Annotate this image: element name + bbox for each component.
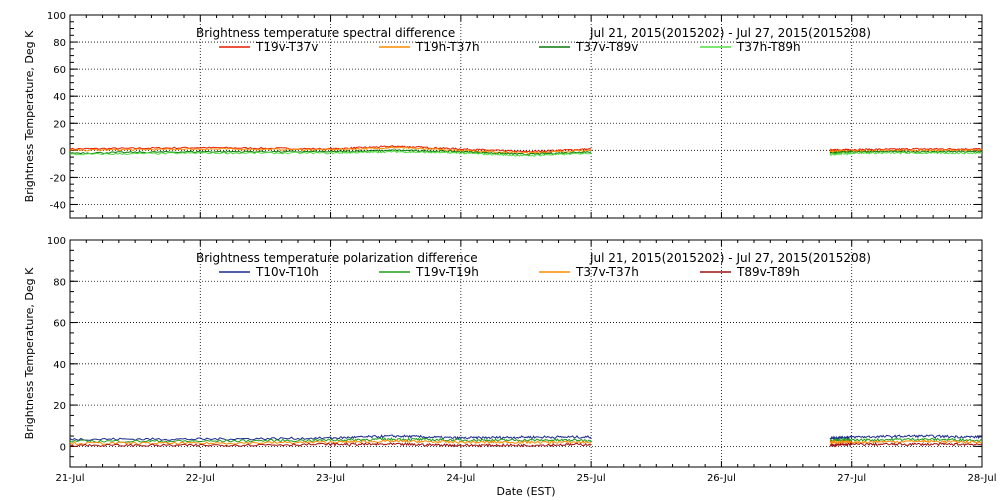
y-tick-label: 80 (53, 38, 66, 49)
x-tick-label: 27-Jul (837, 473, 866, 484)
x-tick-label: 24-Jul (446, 473, 475, 484)
y-tick-label: 40 (53, 360, 66, 371)
panel-date-range: Jul 21, 2015(2015202) - Jul 27, 2015(201… (589, 26, 871, 40)
y-tick-label: 100 (47, 236, 66, 247)
x-tick-label: 25-Jul (577, 473, 606, 484)
series-line-T19h-T37h (69, 146, 592, 155)
y-tick-label: 40 (53, 92, 66, 103)
y-tick-label: 20 (53, 401, 66, 412)
series-line-T37v-T37h (69, 439, 592, 446)
y-tick-label: 0 (60, 146, 66, 157)
y-tick-label: 60 (53, 319, 66, 330)
legend-label: T37v-T89v (575, 40, 638, 54)
series-line-T89v-T89h (829, 441, 983, 448)
y-tick-label: -20 (50, 173, 66, 184)
series-line-T10v-T10h (69, 434, 592, 441)
series-line-T19v-T19h (69, 436, 592, 444)
plot-frame (69, 14, 983, 219)
plot-frame (69, 239, 983, 468)
legend-label: T89v-T89h (736, 265, 800, 279)
y-tick-label: 0 (60, 442, 66, 453)
series-line-T19h-T37h (829, 148, 983, 155)
y-axis-title: Brightness Temperature, Deg K (23, 267, 36, 439)
x-tick-label: 23-Jul (316, 473, 345, 484)
x-tick-label: 22-Jul (186, 473, 215, 484)
series-line-T89v-T89h (69, 442, 592, 448)
x-axis-title: Date (EST) (496, 485, 555, 498)
y-axis-title: Brightness Temperature, Deg K (23, 30, 36, 202)
series-line-T37v-T37h (829, 439, 983, 445)
spectral-difference-panel: -40 -20 0 20 40 60 80 100 Brightness Temperature… (23, 11, 983, 219)
x-tick-label: 21-Jul (56, 473, 85, 484)
polarization-difference-panel: 0 20 40 60 80 100 Brightness Temperature, Deg … (23, 236, 983, 468)
y-tick-label: 60 (53, 65, 66, 76)
legend-label: T19v-T37v (255, 40, 318, 54)
x-tick-label: 26-Jul (707, 473, 736, 484)
series-line-T37h-T89h (829, 151, 983, 157)
legend-label: T10v-T10h (255, 265, 319, 279)
series-line-T37h-T89h (69, 150, 592, 157)
panel-title: Brightness temperature spectral differen… (196, 26, 455, 40)
legend-label: T19v-T19h (415, 265, 479, 279)
legend-label: T37h-T89h (736, 40, 801, 54)
y-tick-label: 20 (53, 119, 66, 130)
y-tick-label: -40 (50, 200, 66, 211)
legend-label: T37v-T37h (575, 265, 639, 279)
y-tick-label: 80 (53, 277, 66, 288)
y-tick-label: 100 (47, 11, 66, 22)
legend-label: T19h-T37h (415, 40, 480, 54)
panel-date-range: Jul 21, 2015(2015202) - Jul 27, 2015(201… (589, 251, 871, 265)
series-line-T10v-T10h (829, 434, 983, 441)
panel-title: Brightness temperature polarization diff… (196, 251, 478, 265)
x-axis-tick-labels: 21-Jul 22-Jul 23-Jul 24-Jul 25-Jul 26-Jul 27-J… (56, 473, 997, 484)
series-line-T19v-T37v (69, 145, 592, 153)
x-tick-label: 28-Jul (968, 473, 997, 484)
series-line-T37v-T89v (829, 150, 983, 155)
